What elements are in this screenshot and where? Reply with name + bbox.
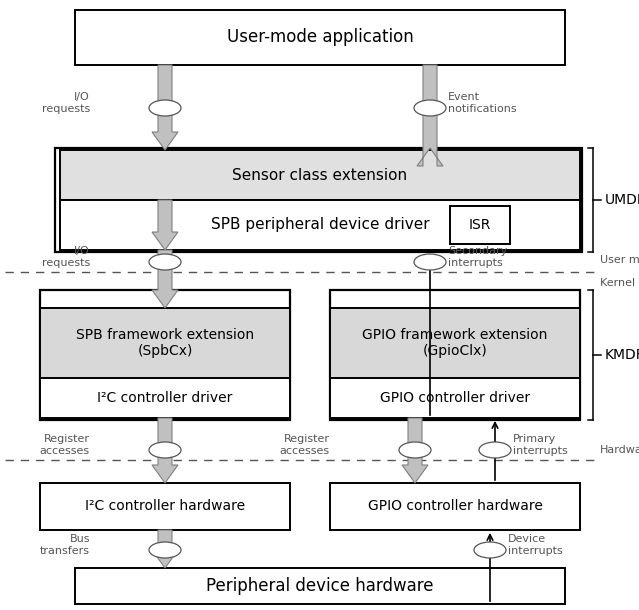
- Text: Hardware: Hardware: [600, 445, 639, 455]
- Ellipse shape: [149, 442, 181, 458]
- Text: I²C controller driver: I²C controller driver: [97, 391, 233, 405]
- Polygon shape: [417, 65, 443, 166]
- Text: ISR: ISR: [469, 218, 491, 232]
- Text: Register
accesses: Register accesses: [280, 434, 330, 456]
- Polygon shape: [402, 418, 428, 483]
- Bar: [330, 378, 580, 418]
- Bar: [330, 308, 580, 378]
- Ellipse shape: [149, 542, 181, 558]
- Polygon shape: [152, 65, 178, 150]
- Text: I²C controller hardware: I²C controller hardware: [85, 500, 245, 514]
- Text: Primary
interrupts: Primary interrupts: [513, 434, 567, 456]
- Bar: [40, 308, 290, 378]
- Text: GPIO controller hardware: GPIO controller hardware: [367, 500, 543, 514]
- Ellipse shape: [414, 254, 446, 270]
- Text: Peripheral device hardware: Peripheral device hardware: [206, 577, 434, 595]
- Bar: [60, 150, 580, 200]
- Text: Register
accesses: Register accesses: [40, 434, 90, 456]
- Bar: [330, 290, 580, 420]
- Text: Event
notifications: Event notifications: [448, 92, 516, 114]
- Bar: [75, 10, 565, 65]
- Text: User-mode application: User-mode application: [227, 29, 413, 46]
- Text: UMDF: UMDF: [605, 193, 639, 207]
- Text: SPB framework extension
(SpbCx): SPB framework extension (SpbCx): [76, 328, 254, 358]
- Polygon shape: [152, 200, 178, 250]
- Bar: [40, 483, 290, 530]
- Text: Bus
transfers: Bus transfers: [40, 534, 90, 556]
- Bar: [75, 568, 565, 604]
- Text: Secondary
interrupts: Secondary interrupts: [448, 246, 507, 268]
- Text: KMDF: KMDF: [605, 348, 639, 362]
- Text: GPIO framework extension
(GpioClx): GPIO framework extension (GpioClx): [362, 328, 548, 358]
- Text: I/O
requests: I/O requests: [42, 246, 90, 268]
- Bar: [40, 378, 290, 418]
- Ellipse shape: [414, 100, 446, 116]
- Text: Sensor class extension: Sensor class extension: [233, 168, 408, 182]
- Ellipse shape: [149, 254, 181, 270]
- Bar: [55, 148, 582, 252]
- Text: GPIO controller driver: GPIO controller driver: [380, 391, 530, 405]
- Ellipse shape: [149, 100, 181, 116]
- Polygon shape: [152, 530, 178, 568]
- Bar: [330, 483, 580, 530]
- Text: Device
interrupts: Device interrupts: [508, 534, 563, 556]
- Bar: [40, 290, 290, 420]
- Polygon shape: [152, 418, 178, 483]
- Text: SPB peripheral device driver: SPB peripheral device driver: [211, 218, 429, 232]
- Ellipse shape: [474, 542, 506, 558]
- Text: User mode: User mode: [600, 255, 639, 265]
- Text: Kernel mode: Kernel mode: [600, 278, 639, 288]
- Text: I/O
requests: I/O requests: [42, 92, 90, 114]
- Bar: [450, 206, 510, 244]
- Bar: [60, 200, 580, 250]
- Polygon shape: [152, 250, 178, 308]
- Ellipse shape: [479, 442, 511, 458]
- Ellipse shape: [399, 442, 431, 458]
